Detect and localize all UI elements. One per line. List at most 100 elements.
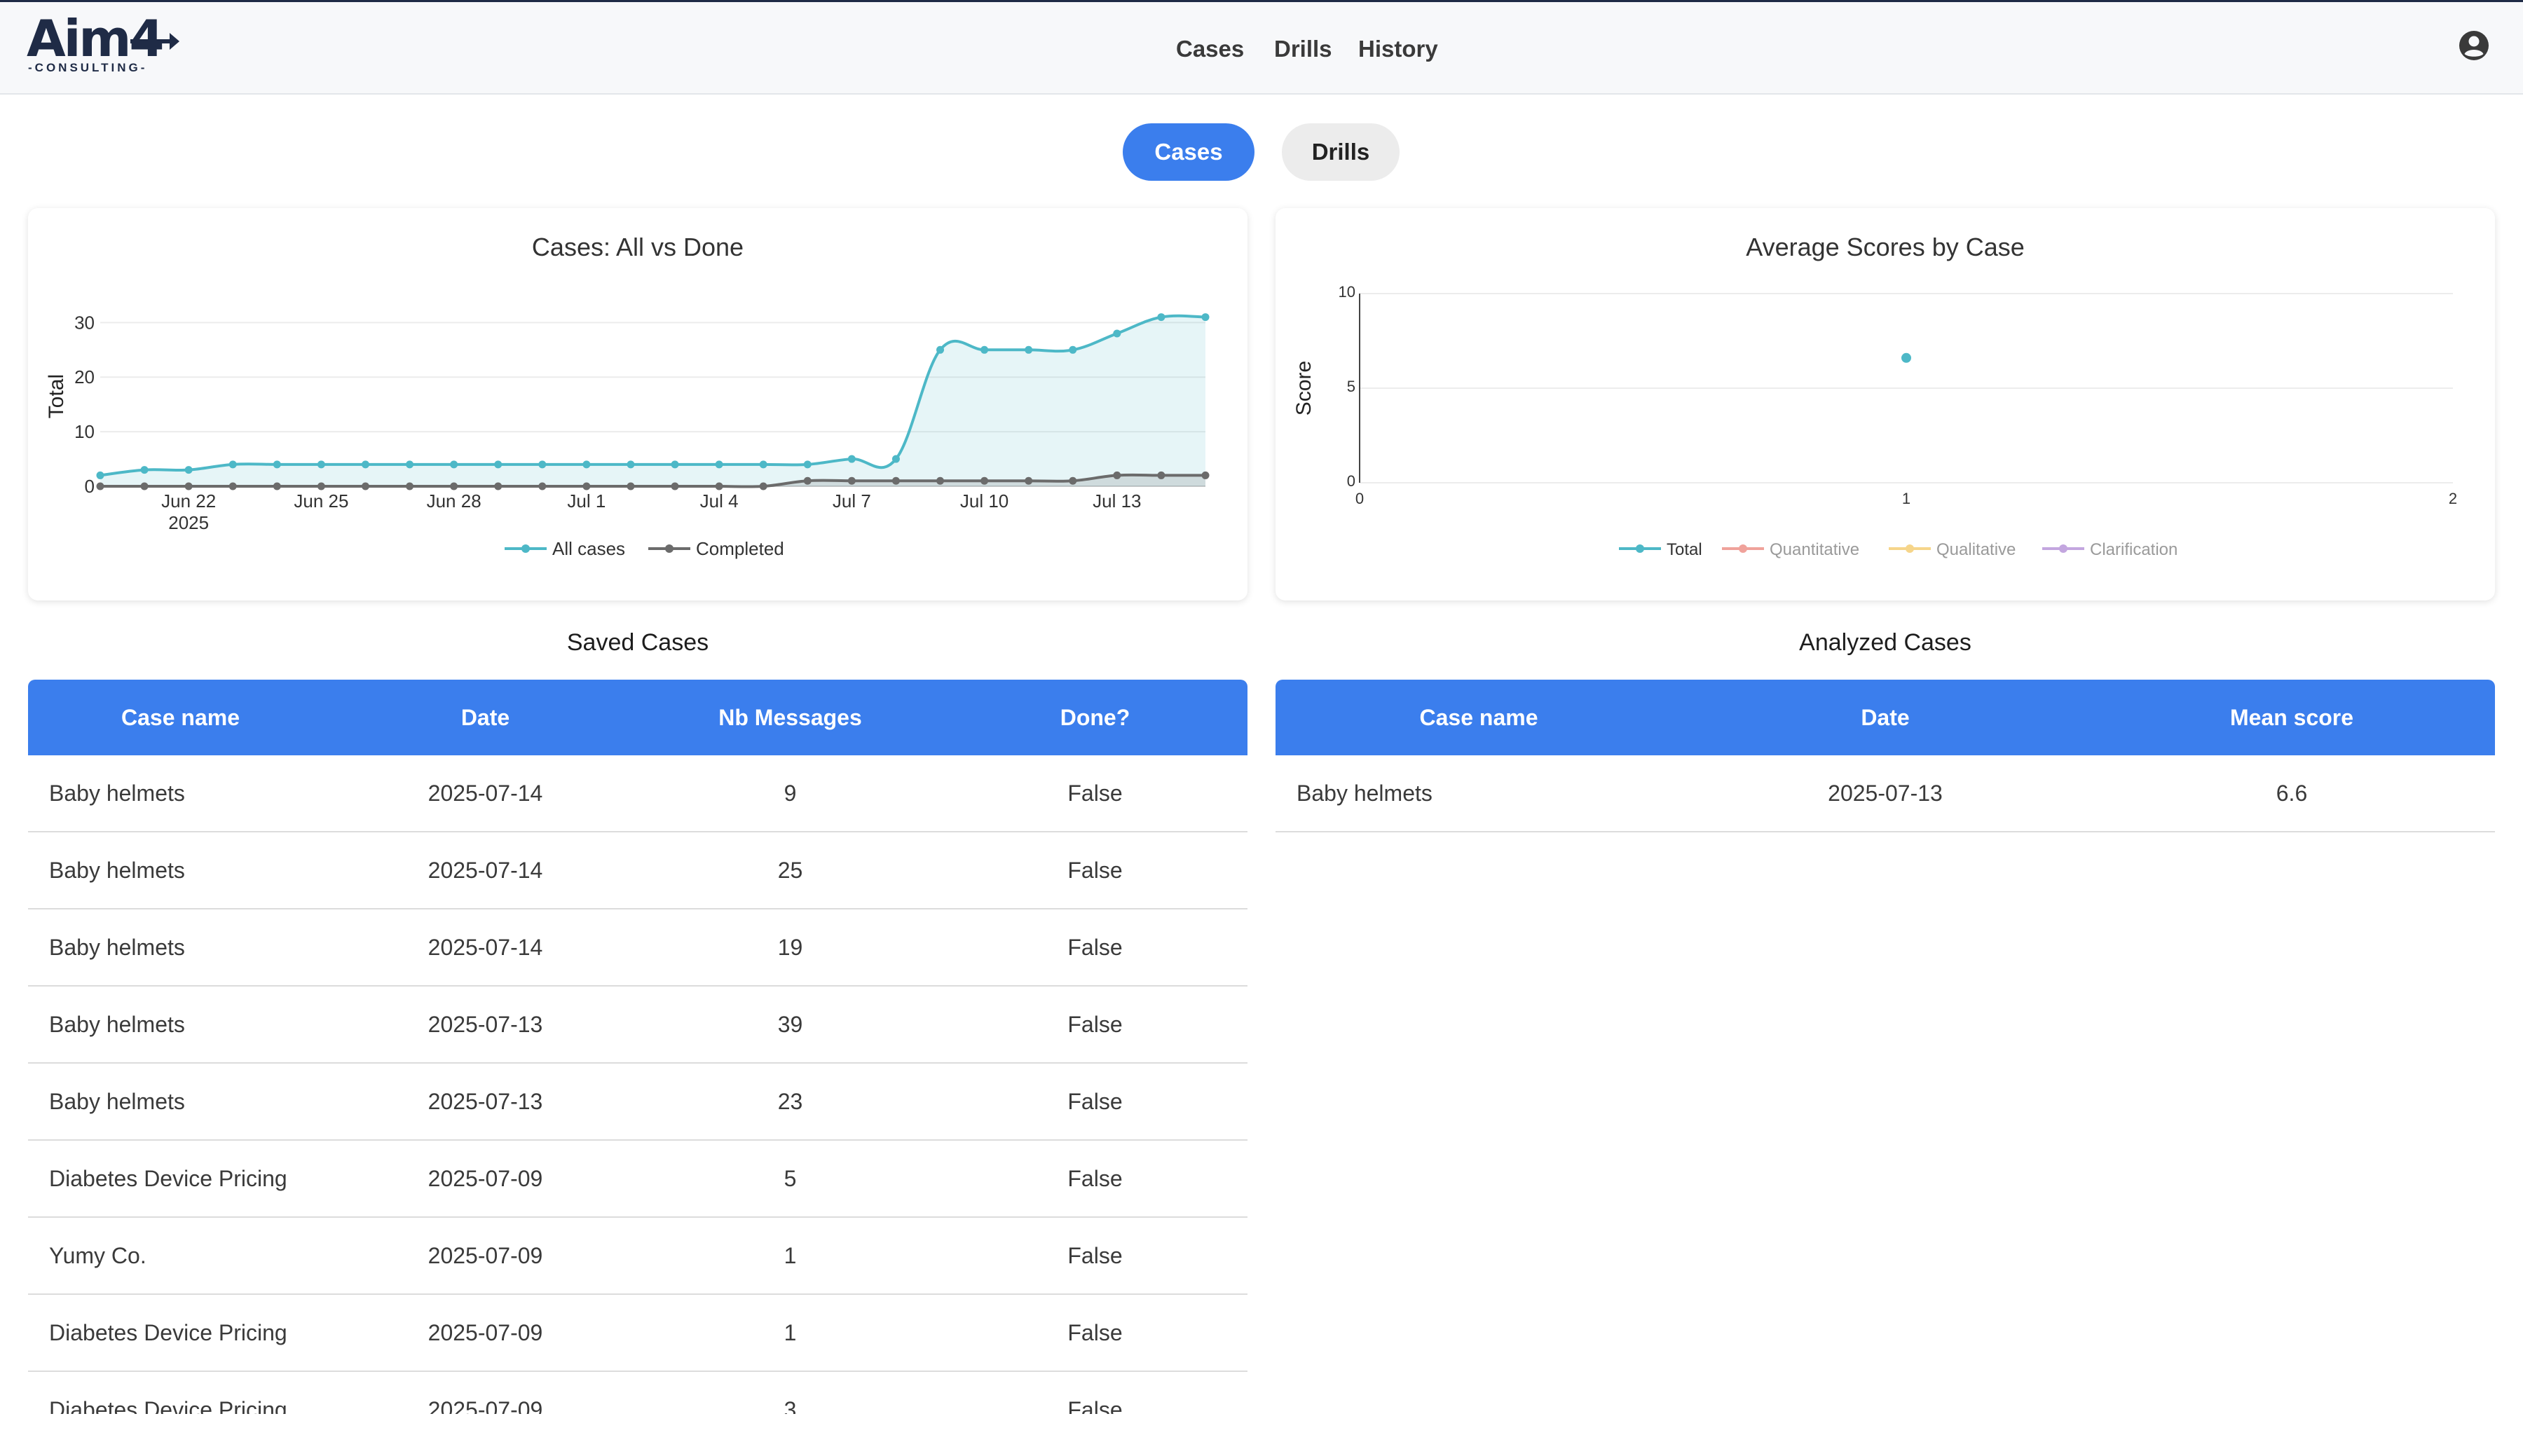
column-header-nb-messages[interactable]: Nb Messages <box>718 704 862 730</box>
data-point[interactable] <box>450 460 458 469</box>
data-point[interactable] <box>759 460 767 469</box>
table-row[interactable]: Baby helmets 2025-07-13 23 False <box>28 1064 1247 1141</box>
table-row[interactable]: Baby helmets 2025-07-14 19 False <box>28 909 1247 987</box>
table-header: Case name Date Mean score <box>1276 680 2495 755</box>
y-tick-label: 5 <box>1347 378 1355 395</box>
y-tick-label: 20 <box>74 366 95 387</box>
data-point[interactable] <box>1201 471 1210 479</box>
table-cell: 2025-07-14 <box>428 857 543 883</box>
column-header-date[interactable]: Date <box>1861 704 1910 730</box>
toggle-cases-button[interactable]: Cases <box>1123 123 1254 181</box>
data-point[interactable] <box>1901 352 1911 363</box>
table-cell: 2025-07-14 <box>428 934 543 960</box>
data-point[interactable] <box>671 460 679 469</box>
nav-drills[interactable]: Drills <box>1274 36 1332 62</box>
table-row[interactable]: Baby helmets 2025-07-14 9 False <box>28 755 1247 832</box>
data-point[interactable] <box>980 345 989 354</box>
table-row[interactable]: Baby helmets 2025-07-14 25 False <box>28 832 1247 909</box>
table-cell: False <box>1067 1319 1123 1345</box>
legend-label: Quantitative <box>1770 540 1859 559</box>
data-point[interactable] <box>228 482 237 490</box>
data-point[interactable] <box>317 460 325 469</box>
data-point[interactable] <box>891 455 900 463</box>
data-point[interactable] <box>361 482 369 490</box>
data-point[interactable] <box>140 466 149 474</box>
data-point[interactable] <box>538 482 547 490</box>
column-header-mean-score[interactable]: Mean score <box>2229 704 2354 730</box>
data-point[interactable] <box>1157 471 1165 479</box>
data-point[interactable] <box>936 476 945 485</box>
data-point[interactable] <box>891 476 900 485</box>
table-row[interactable]: Diabetes Device Pricing 2025-07-09 1 False <box>28 1295 1247 1372</box>
data-point[interactable] <box>936 345 945 354</box>
table-row[interactable]: Yumy Co. 2025-07-09 1 False <box>28 1218 1247 1295</box>
data-point[interactable] <box>140 482 149 490</box>
data-point[interactable] <box>1025 476 1033 485</box>
data-point[interactable] <box>582 460 591 469</box>
data-point[interactable] <box>1157 313 1165 322</box>
legend-marker[interactable] <box>1906 544 1914 553</box>
data-point[interactable] <box>406 482 414 490</box>
column-header-case-name[interactable]: Case name <box>1419 704 1538 730</box>
legend-marker[interactable] <box>1739 544 1747 553</box>
data-point[interactable] <box>184 482 193 490</box>
data-point[interactable] <box>317 482 325 490</box>
data-point[interactable] <box>1069 345 1077 354</box>
data-point[interactable] <box>273 460 281 469</box>
table-row[interactable]: Baby helmets 2025-07-13 39 False <box>28 987 1247 1064</box>
user-circle-icon[interactable] <box>2459 30 2489 61</box>
data-point[interactable] <box>1025 345 1033 354</box>
legend-marker[interactable] <box>2059 544 2067 553</box>
data-point[interactable] <box>627 482 635 490</box>
cases-all-vs-done-chart[interactable]: Cases: All vs Done Total 0 10 20 30 Jun 222025… <box>28 208 1247 600</box>
table-row[interactable]: Diabetes Device Pricing 2025-07-09 3 False <box>28 1372 1247 1415</box>
brand-logo[interactable]: Aim4 -CONSULTING- <box>27 11 179 78</box>
legend-label: Completed <box>696 538 784 559</box>
data-point[interactable] <box>228 460 237 469</box>
column-header-case-name[interactable]: Case name <box>121 704 240 730</box>
legend-marker[interactable] <box>1636 544 1644 553</box>
toggle-drills-button[interactable]: Drills <box>1282 123 1400 181</box>
series-line-completed[interactable] <box>100 473 1205 488</box>
data-point[interactable] <box>1069 476 1077 485</box>
data-point[interactable] <box>361 460 369 469</box>
data-point[interactable] <box>627 460 635 469</box>
legend-marker[interactable] <box>665 544 674 553</box>
data-point[interactable] <box>847 455 856 463</box>
legend-marker[interactable] <box>521 544 530 553</box>
data-point[interactable] <box>450 482 458 490</box>
data-point[interactable] <box>494 482 502 490</box>
data-point[interactable] <box>406 460 414 469</box>
data-point[interactable] <box>494 460 502 469</box>
data-point[interactable] <box>273 482 281 490</box>
data-point[interactable] <box>582 482 591 490</box>
table-cell: Baby helmets <box>49 1088 185 1114</box>
data-point[interactable] <box>803 476 812 485</box>
logo-arrow-icon <box>130 33 179 50</box>
table-cell: 5 <box>784 1165 797 1191</box>
data-point[interactable] <box>1113 471 1121 479</box>
data-point[interactable] <box>538 460 547 469</box>
average-scores-chart[interactable]: Average Scores by Case Score 0 5 10 0 1 2 Total Q… <box>1276 208 2495 600</box>
nav-history[interactable]: History <box>1358 36 1438 62</box>
nav-cases[interactable]: Cases <box>1176 36 1245 62</box>
data-point[interactable] <box>96 471 104 479</box>
data-point[interactable] <box>715 460 723 469</box>
table-cell: Baby helmets <box>49 934 185 960</box>
table-row[interactable]: Baby helmets 2025-07-13 6.6 <box>1276 755 2495 832</box>
data-point[interactable] <box>715 482 723 490</box>
data-point[interactable] <box>980 476 989 485</box>
data-point[interactable] <box>1113 329 1121 338</box>
column-header-date[interactable]: Date <box>460 704 510 730</box>
data-point[interactable] <box>184 466 193 474</box>
data-point[interactable] <box>759 482 767 490</box>
data-point[interactable] <box>847 476 856 485</box>
table-cell: 1 <box>784 1242 797 1268</box>
data-point[interactable] <box>1201 313 1210 322</box>
data-point[interactable] <box>671 482 679 490</box>
table-cell: 2025-07-09 <box>428 1165 543 1191</box>
column-header-done[interactable]: Done? <box>1060 704 1130 730</box>
data-point[interactable] <box>96 482 104 490</box>
data-point[interactable] <box>803 460 812 469</box>
table-row[interactable]: Diabetes Device Pricing 2025-07-09 5 False <box>28 1141 1247 1218</box>
